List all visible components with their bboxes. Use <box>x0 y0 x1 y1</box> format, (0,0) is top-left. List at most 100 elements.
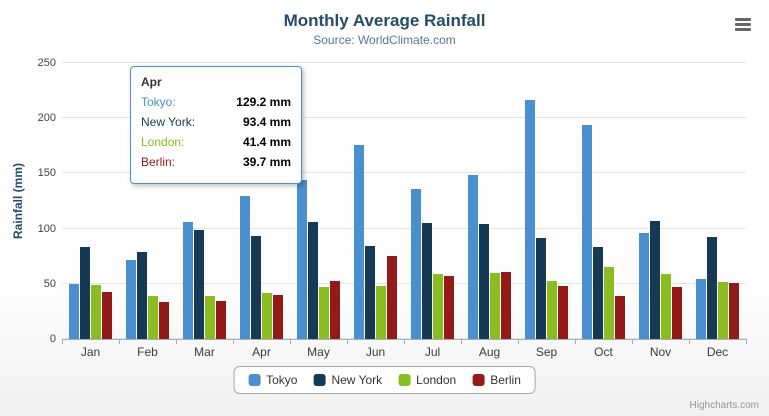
bar-tokyo-mar[interactable] <box>183 221 193 339</box>
bar-london-sep[interactable] <box>547 281 557 339</box>
gridline <box>62 338 746 339</box>
bar-new-york-apr[interactable] <box>251 235 261 339</box>
bar-london-oct[interactable] <box>604 267 614 339</box>
xaxis-ticks <box>62 339 747 345</box>
column-group-apr <box>233 63 290 339</box>
tooltip-row: Berlin: 39.7 mm <box>141 155 291 170</box>
bar-new-york-aug[interactable] <box>479 223 489 339</box>
bar-berlin-apr[interactable] <box>273 295 283 339</box>
bar-berlin-dec[interactable] <box>729 282 739 339</box>
xaxis-tick <box>62 339 63 344</box>
hamburger-icon <box>735 22 751 26</box>
column-group-oct <box>575 63 632 339</box>
tooltip-series-name: Berlin: <box>141 155 176 169</box>
xaxis-tick-label: Jun <box>365 345 386 359</box>
bar-berlin-nov[interactable] <box>672 287 682 339</box>
bar-london-aug[interactable] <box>490 273 500 339</box>
xaxis-tick-label: Feb <box>137 345 158 359</box>
legend-marker-icon <box>398 374 411 386</box>
bar-berlin-jan[interactable] <box>102 292 112 339</box>
bar-tokyo-sep[interactable] <box>525 100 535 339</box>
bar-berlin-aug[interactable] <box>501 272 511 339</box>
xaxis-tick-label: Dec <box>706 345 729 359</box>
column-group-nov <box>632 63 689 339</box>
legend-item-new-york[interactable]: New York <box>313 373 382 387</box>
bar-tokyo-nov[interactable] <box>639 233 649 339</box>
export-menu-button[interactable] <box>729 12 757 36</box>
yaxis-tick-label: 0 <box>49 333 56 345</box>
bar-berlin-sep[interactable] <box>558 286 568 339</box>
bar-new-york-jun[interactable] <box>365 245 375 339</box>
yaxis-tick-label: 150 <box>37 167 56 180</box>
bar-london-feb[interactable] <box>148 296 158 339</box>
bar-berlin-feb[interactable] <box>159 302 169 339</box>
legend-label: Berlin <box>490 373 521 387</box>
bar-tokyo-apr[interactable] <box>240 196 250 339</box>
bar-new-york-dec[interactable] <box>707 237 717 339</box>
bar-new-york-jul[interactable] <box>422 223 432 339</box>
tooltip-series-name: London: <box>141 135 185 149</box>
bar-london-nov[interactable] <box>661 273 671 339</box>
bar-berlin-jun[interactable] <box>387 255 397 339</box>
column-group-aug <box>461 63 518 339</box>
bar-new-york-nov[interactable] <box>650 221 660 339</box>
xaxis-tick-label: Nov <box>649 345 672 359</box>
column-group-mar <box>176 63 233 339</box>
xaxis-tick <box>575 339 576 344</box>
bar-tokyo-may[interactable] <box>297 180 307 339</box>
bar-tokyo-jan[interactable] <box>69 283 79 339</box>
bar-london-dec[interactable] <box>718 282 728 339</box>
bar-new-york-feb[interactable] <box>137 252 147 339</box>
tooltip-series-value: 41.4 mm <box>242 135 291 149</box>
bar-new-york-sep[interactable] <box>536 238 546 339</box>
bar-london-jun[interactable] <box>376 285 386 339</box>
xaxis-tick <box>404 339 405 344</box>
legend-label: Tokyo <box>266 373 298 387</box>
bar-new-york-mar[interactable] <box>194 230 204 339</box>
bar-tokyo-feb[interactable] <box>126 260 136 339</box>
yaxis-tick-label: 200 <box>37 112 56 125</box>
bar-london-apr[interactable] <box>262 293 272 339</box>
bar-berlin-may[interactable] <box>330 280 340 339</box>
plot-area <box>62 62 746 339</box>
xaxis-tick-label: Jan <box>80 345 101 359</box>
tooltip-row: New York: 93.4 mm <box>141 115 291 130</box>
xaxis-tick <box>746 339 747 344</box>
bar-new-york-may[interactable] <box>308 221 318 339</box>
xaxis-tick-label: May <box>307 345 330 359</box>
tooltip-series-name: New York: <box>141 115 196 129</box>
legend-item-berlin[interactable]: Berlin <box>472 373 521 387</box>
bar-new-york-jan[interactable] <box>80 246 90 339</box>
xaxis-tick-label: Jul <box>424 345 441 359</box>
gridline <box>62 227 746 229</box>
column-group-feb <box>119 63 176 339</box>
bar-berlin-jul[interactable] <box>444 275 454 339</box>
bar-tokyo-dec[interactable] <box>696 278 706 339</box>
tooltip: Apr Tokyo: 129.2 mm New York: 93.4 mm London… <box>130 66 302 184</box>
bar-london-jan[interactable] <box>91 285 101 339</box>
xaxis-tick <box>290 339 291 344</box>
tooltip-series-value: 39.7 mm <box>242 155 291 169</box>
xaxis-tick <box>233 339 234 344</box>
yaxis-tick-label: 100 <box>37 222 56 235</box>
legend: Tokyo New York London Berlin <box>233 366 536 394</box>
bar-tokyo-jul[interactable] <box>411 189 421 339</box>
bar-berlin-oct[interactable] <box>615 295 625 339</box>
bar-tokyo-jun[interactable] <box>354 144 364 339</box>
bar-london-jul[interactable] <box>433 273 443 339</box>
legend-item-london[interactable]: London <box>398 373 456 387</box>
legend-marker-icon <box>248 374 261 386</box>
credits-link[interactable]: Highcharts.com <box>689 400 759 411</box>
bar-berlin-mar[interactable] <box>216 300 226 339</box>
bar-new-york-oct[interactable] <box>593 246 603 339</box>
bar-tokyo-oct[interactable] <box>582 124 592 339</box>
legend-item-tokyo[interactable]: Tokyo <box>248 373 297 387</box>
column-group-jul <box>404 63 461 339</box>
bar-tokyo-aug[interactable] <box>468 175 478 339</box>
bar-london-may[interactable] <box>319 287 329 339</box>
gridline <box>62 117 746 119</box>
hamburger-icon <box>735 27 751 31</box>
yaxis-tick-label: 50 <box>43 277 56 290</box>
bar-london-mar[interactable] <box>205 295 215 339</box>
